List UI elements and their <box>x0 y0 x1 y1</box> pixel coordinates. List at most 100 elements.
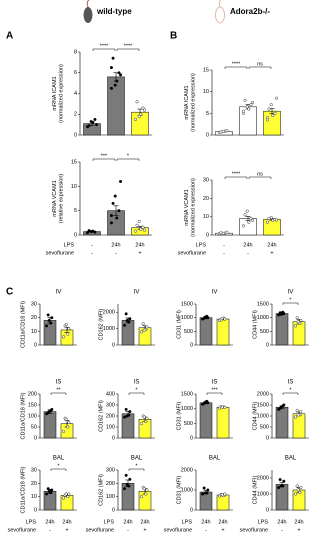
data-point <box>45 492 49 496</box>
data-point <box>220 405 224 409</box>
y-tick-label: 1000 <box>181 487 193 493</box>
y-tick-label: 0 <box>190 435 193 441</box>
condition-value: - <box>205 527 207 533</box>
significance-bracket <box>128 468 145 471</box>
data-point <box>111 201 115 205</box>
group-header: wild-type <box>96 7 132 16</box>
data-point <box>137 114 141 118</box>
data-point <box>296 488 300 492</box>
condition-label: sevoflurane <box>240 527 268 533</box>
data-point <box>273 111 277 115</box>
data-point <box>203 315 207 319</box>
y-tick-label: 0 <box>190 507 193 513</box>
data-point <box>133 117 137 121</box>
condition-value: 24h <box>135 242 144 248</box>
significance-label: * <box>135 387 138 393</box>
y-axis-label: CD44 (MFI) <box>252 475 258 504</box>
significance-label: **** <box>232 171 241 177</box>
data-point <box>123 323 127 327</box>
y-axis-label: CD31 (MFI) <box>176 310 182 339</box>
data-point <box>203 491 207 495</box>
data-point <box>249 103 253 107</box>
y-tick-label: 0 <box>266 342 269 348</box>
significance-label: ns <box>257 171 263 177</box>
y-axis-label: CD11a/CD18 (MFI) <box>20 466 26 513</box>
condition-value: + <box>297 527 300 533</box>
panel-label: C <box>6 287 13 298</box>
y-axis-label: mRNA ICAM1 <box>184 85 190 119</box>
data-point <box>87 124 91 128</box>
data-point <box>296 320 300 324</box>
chart-title: IV <box>134 290 140 296</box>
condition-label: sevoflurane <box>46 250 74 256</box>
data-point <box>109 214 113 218</box>
data-point <box>278 478 282 482</box>
condition-value: - <box>91 242 93 248</box>
bar <box>43 411 57 439</box>
condition-label: LPS <box>26 519 37 525</box>
data-point <box>265 116 269 120</box>
y-axis-label: (normalized expression) <box>59 64 65 123</box>
data-point <box>50 488 54 492</box>
y-tick-label: 4 <box>74 91 77 97</box>
y-axis-label: mRNA VCAM1 <box>52 180 58 216</box>
y-tick-label: 1500 <box>257 301 269 307</box>
data-point <box>141 322 145 326</box>
y-tick-label: 10 <box>203 89 209 95</box>
significance-bracket <box>50 392 67 395</box>
condition-label: sevoflurane <box>178 250 206 256</box>
condition-label: LPS <box>258 519 269 525</box>
condition-value: 24h <box>111 242 120 248</box>
condition-value: - <box>247 250 249 256</box>
y-tick-label: 10 <box>31 329 37 335</box>
y-tick-label: 10 <box>203 214 209 220</box>
condition-value: - <box>223 242 225 248</box>
y-tick-label: 100 <box>28 413 37 419</box>
chart-title: IV <box>288 290 294 296</box>
data-point <box>296 413 300 417</box>
y-axis-label: CD11a/CD18 (MFI) <box>20 392 26 439</box>
chart-title: IV <box>56 290 62 296</box>
y-tick-label: 0 <box>112 507 115 513</box>
y-axis-label: mRNA VCAM1 <box>184 189 190 225</box>
y-tick-label: 15 <box>203 67 209 73</box>
data-point <box>137 219 141 223</box>
data-point <box>275 218 279 222</box>
y-axis-label: CD162 (MFI) <box>98 400 104 432</box>
condition-label: LPS <box>104 519 115 525</box>
y-tick-label: 0 <box>112 342 115 348</box>
condition-label: LPS <box>64 242 75 248</box>
data-point <box>113 194 117 198</box>
data-point <box>128 410 132 414</box>
y-tick-label: 300 <box>106 402 115 408</box>
y-tick-label: 5 <box>74 208 77 214</box>
condition-value: 24h <box>267 242 276 248</box>
y-axis-label: mRNA ICAM1 <box>52 76 58 110</box>
bar <box>199 317 213 346</box>
condition-value: - <box>115 250 117 256</box>
data-point <box>128 477 132 481</box>
significance-label: * <box>135 463 138 469</box>
condition-value: - <box>127 527 129 533</box>
condition-value: 24h <box>123 519 132 525</box>
data-point <box>245 105 249 109</box>
data-point <box>47 489 51 493</box>
y-tick-label: 30 <box>31 467 37 473</box>
data-point <box>109 221 113 225</box>
mouse-icon <box>215 0 225 24</box>
y-axis-label: CD162 (MFI) <box>98 308 104 340</box>
data-point <box>46 487 50 491</box>
data-point <box>223 317 227 321</box>
panel-label: B <box>170 31 177 42</box>
data-point <box>249 216 253 220</box>
significance-bracket <box>282 302 299 305</box>
data-point <box>66 495 70 499</box>
data-point <box>113 83 117 87</box>
y-tick-label: 30 <box>31 301 37 307</box>
y-tick-label: 30 <box>203 177 209 183</box>
data-point <box>124 407 128 411</box>
y-tick-label: 1500 <box>181 301 193 307</box>
significance-bracket <box>116 158 140 161</box>
significance-label: * <box>289 387 292 393</box>
condition-value: + <box>143 527 146 533</box>
